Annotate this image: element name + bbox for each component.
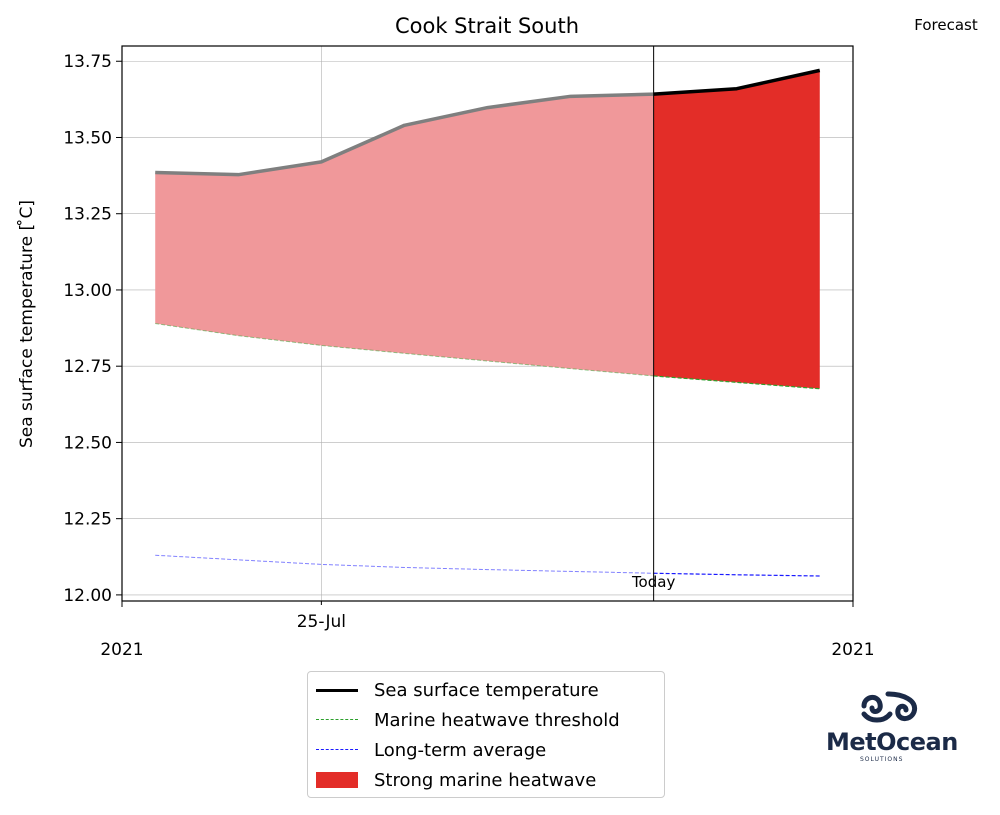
forecast-heatwave-area xyxy=(653,70,820,389)
y-tick-label: 13.75 xyxy=(63,52,112,72)
past-heatwave-area xyxy=(155,94,654,376)
y-axis-label: Sea surface temperature [ ̊C] xyxy=(16,200,37,448)
sst-line-past xyxy=(155,92,654,177)
y-tick-label: 13.25 xyxy=(63,205,112,225)
sst-line-forecast xyxy=(653,68,821,96)
x-tick-label: 25-Jul xyxy=(297,612,346,632)
legend-item-threshold: Marine heatwave threshold xyxy=(316,709,620,731)
axes: 12.00 12.25 12.50 12.75 13.00 13.25 13.50 13.75… xyxy=(63,45,875,660)
y-tick-label: 13.00 xyxy=(63,281,112,301)
wave-logo-icon xyxy=(861,691,918,723)
logo-subtitle: SOLUTIONS xyxy=(860,756,904,763)
average-line-past xyxy=(155,554,654,574)
y-tick-label: 12.00 xyxy=(63,586,112,606)
x-year-label: 2021 xyxy=(831,640,874,660)
legend-item-heatwave: Strong marine heatwave xyxy=(316,769,596,791)
legend-item-sst: Sea surface temperature xyxy=(316,679,599,701)
y-tick-label: 12.25 xyxy=(63,510,112,530)
legend-item-average: Long-term average xyxy=(316,739,546,761)
plot-frame xyxy=(121,45,854,602)
threshold-line-forecast xyxy=(653,375,820,390)
legend-key-threshold xyxy=(316,709,358,731)
legend-label-threshold: Marine heatwave threshold xyxy=(374,709,620,731)
threshold-line-past xyxy=(155,323,654,377)
legend-key-heatwave xyxy=(316,769,358,791)
forecast-label: Forecast xyxy=(914,16,978,34)
y-tick-label: 12.75 xyxy=(63,357,112,377)
chart-title: Cook Strait South xyxy=(395,14,579,38)
series-lines xyxy=(155,68,821,577)
legend-label-sst: Sea surface temperature xyxy=(374,679,599,701)
legend-label-average: Long-term average xyxy=(374,739,547,761)
legend: Sea surface temperature Marine heatwave … xyxy=(307,671,665,798)
legend-key-sst xyxy=(316,679,358,701)
x-year-label: 2021 xyxy=(100,640,143,660)
logo-wordmark: MetOcean xyxy=(826,728,958,756)
y-tick-label: 12.50 xyxy=(63,433,112,453)
heatwave-fill xyxy=(155,70,820,389)
legend-label-heatwave: Strong marine heatwave xyxy=(374,769,597,791)
today-label: Today xyxy=(631,573,676,591)
average-line-forecast xyxy=(653,572,820,577)
y-tick-label: 13.50 xyxy=(63,128,112,148)
metocean-logo: MetOcean SOLUTIONS xyxy=(822,690,958,770)
legend-key-average xyxy=(316,739,358,761)
